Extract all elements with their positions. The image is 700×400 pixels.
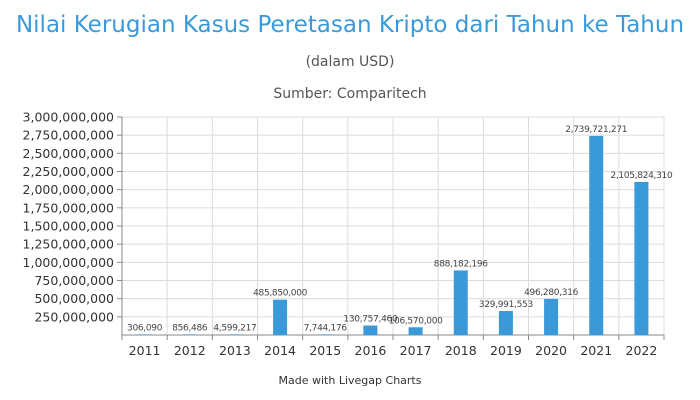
x-tick-label: 2022 [626,343,658,358]
x-tick-label: 2021 [580,343,612,358]
bar [318,334,333,335]
bar [498,311,513,335]
bar [227,334,242,335]
y-tick-label: 1,750,000,000 [23,200,114,215]
y-tick-label: 2,250,000,000 [23,164,114,179]
bar [182,334,197,335]
y-tick-label: 2,750,000,000 [23,128,114,143]
data-label: 888,182,196 [434,259,489,269]
bar [363,325,378,335]
bar [589,135,604,335]
x-tick-label: 2017 [400,343,432,358]
bar [137,334,152,335]
data-label: 2,739,721,271 [565,125,627,135]
y-tick-label: 500,000,000 [34,291,114,306]
bar [408,327,423,335]
x-tick-label: 2016 [355,343,387,358]
y-tick-label: 250,000,000 [34,309,114,324]
chart-title: Nilai Kerugian Kasus Peretasan Kripto da… [15,12,685,38]
bar [453,270,468,335]
data-label: 130,757,460 [343,314,398,324]
x-tick-label: 2018 [445,343,477,358]
y-tick-label: 1,500,000,000 [23,219,114,234]
x-tick-label: 2020 [535,343,567,358]
y-tick-label: 1,000,000,000 [23,255,114,270]
bar [544,298,559,335]
y-tick-label: 1,250,000,000 [23,237,114,252]
y-tick-label: 750,000,000 [34,273,114,288]
chart-source: Sumber: Comparitech [273,86,427,102]
data-label: 306,090 [127,323,163,333]
x-tick-label: 2012 [174,343,206,358]
data-label: 329,991,553 [479,300,533,310]
data-label: 485,850,000 [253,289,308,299]
data-label: 496,280,316 [524,288,579,298]
data-label: 4,599,217 [213,323,256,333]
bar [273,299,288,335]
data-label: 856,486 [172,323,208,333]
y-tick-label: 3,000,000,000 [23,110,114,125]
x-tick-label: 2013 [219,343,251,358]
x-tick-label: 2019 [490,343,522,358]
data-label: 106,570,000 [389,316,444,326]
x-tick-label: 2011 [129,343,161,358]
y-tick-label: 2,500,000,000 [23,146,114,161]
x-tick-label: 2015 [309,343,341,358]
x-tick-label: 2014 [264,343,296,358]
chart-footer: Made with Livegap Charts [278,374,422,387]
chart-subtitle: (dalam USD) [305,54,395,70]
data-label: 2,105,824,310 [610,171,673,181]
data-label: 7,744,176 [304,323,348,333]
bar [634,181,649,335]
y-tick-label: 2,000,000,000 [23,182,114,197]
